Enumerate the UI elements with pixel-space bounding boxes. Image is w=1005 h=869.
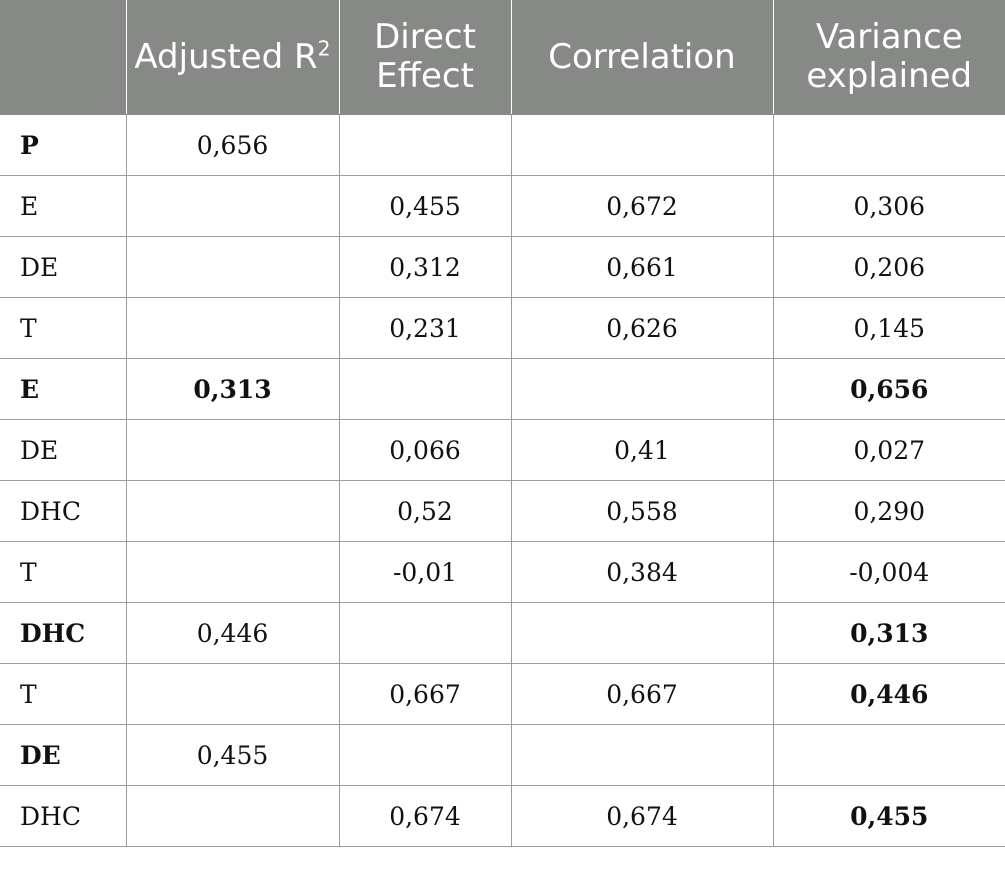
cell-direct-effect bbox=[338, 114, 512, 176]
table-row: DE 0,066 0,41 0,027 bbox=[0, 419, 1005, 481]
header-adjusted-r2: Adjusted R2 bbox=[125, 0, 339, 115]
cell-adjusted-r2 bbox=[125, 785, 340, 847]
cell-direct-effect: 0,312 bbox=[338, 236, 512, 298]
row-label: DE bbox=[0, 419, 127, 481]
row-label: DHC bbox=[0, 785, 127, 847]
table-row: DE 0,455 bbox=[0, 724, 1005, 786]
cell-variance-explained: 0,446 bbox=[772, 663, 1005, 725]
cell-adjusted-r2: 0,455 bbox=[125, 724, 340, 786]
cell-variance-explained: 0,145 bbox=[772, 297, 1005, 359]
header-variance-line2: explained bbox=[806, 56, 973, 96]
cell-variance-explained bbox=[772, 114, 1005, 176]
table-row: E 0,455 0,672 0,306 bbox=[0, 175, 1005, 237]
header-adjusted-r2-label: Adjusted R bbox=[134, 36, 318, 77]
cell-correlation bbox=[510, 114, 774, 176]
cell-direct-effect: 0,667 bbox=[338, 663, 512, 725]
cell-correlation: 0,41 bbox=[510, 419, 774, 481]
cell-correlation: 0,672 bbox=[510, 175, 774, 237]
cell-adjusted-r2 bbox=[125, 236, 340, 298]
row-label: DE bbox=[0, 236, 127, 298]
regression-table: Adjusted R2 Direct Effect Correlation Var… bbox=[0, 0, 1005, 847]
cell-variance-explained bbox=[772, 724, 1005, 786]
row-label: DE bbox=[0, 724, 127, 786]
cell-correlation: 0,626 bbox=[510, 297, 774, 359]
table-header: Adjusted R2 Direct Effect Correlation Var… bbox=[0, 0, 1005, 115]
cell-variance-explained: -0,004 bbox=[772, 541, 1005, 603]
table-body: P 0,656 E 0,455 0,672 0,306 DE 0,312 0,6… bbox=[0, 114, 1005, 847]
cell-correlation: 0,558 bbox=[510, 480, 774, 542]
cell-variance-explained: 0,290 bbox=[772, 480, 1005, 542]
row-label: E bbox=[0, 358, 127, 420]
row-label: P bbox=[0, 114, 127, 176]
row-label: T bbox=[0, 541, 127, 603]
cell-direct-effect bbox=[338, 724, 512, 786]
cell-direct-effect: 0,455 bbox=[338, 175, 512, 237]
cell-adjusted-r2 bbox=[125, 480, 340, 542]
header-variance-explained: Variance explained bbox=[772, 0, 1005, 115]
cell-correlation: 0,667 bbox=[510, 663, 774, 725]
table-row: T 0,667 0,667 0,446 bbox=[0, 663, 1005, 725]
table-row: DHC 0,446 0,313 bbox=[0, 602, 1005, 664]
cell-adjusted-r2 bbox=[125, 541, 340, 603]
header-adjusted-r2-superscript: 2 bbox=[317, 36, 331, 61]
table-row: T 0,231 0,626 0,145 bbox=[0, 297, 1005, 359]
cell-direct-effect: 0,52 bbox=[338, 480, 512, 542]
header-row: Adjusted R2 Direct Effect Correlation Var… bbox=[0, 0, 1005, 115]
header-correlation: Correlation bbox=[510, 0, 773, 115]
cell-variance-explained: 0,313 bbox=[772, 602, 1005, 664]
cell-variance-explained: 0,306 bbox=[772, 175, 1005, 237]
table-row: DE 0,312 0,661 0,206 bbox=[0, 236, 1005, 298]
cell-correlation: 0,384 bbox=[510, 541, 774, 603]
header-blank bbox=[0, 0, 126, 115]
cell-adjusted-r2: 0,446 bbox=[125, 602, 340, 664]
table-row: E 0,313 0,656 bbox=[0, 358, 1005, 420]
cell-direct-effect: -0,01 bbox=[338, 541, 512, 603]
cell-direct-effect: 0,674 bbox=[338, 785, 512, 847]
cell-adjusted-r2 bbox=[125, 297, 340, 359]
cell-correlation bbox=[510, 602, 774, 664]
cell-variance-explained: 0,206 bbox=[772, 236, 1005, 298]
cell-variance-explained: 0,027 bbox=[772, 419, 1005, 481]
cell-correlation: 0,674 bbox=[510, 785, 774, 847]
header-direct-effect-line1: Direct bbox=[374, 17, 476, 57]
table-row: DHC 0,52 0,558 0,290 bbox=[0, 480, 1005, 542]
cell-correlation: 0,661 bbox=[510, 236, 774, 298]
row-label: DHC bbox=[0, 602, 127, 664]
cell-correlation bbox=[510, 358, 774, 420]
cell-adjusted-r2 bbox=[125, 663, 340, 725]
table-row: P 0,656 bbox=[0, 114, 1005, 176]
cell-direct-effect bbox=[338, 358, 512, 420]
row-label: DHC bbox=[0, 480, 127, 542]
table-row: DHC 0,674 0,674 0,455 bbox=[0, 785, 1005, 847]
header-direct-effect: Direct Effect bbox=[338, 0, 511, 115]
cell-variance-explained: 0,656 bbox=[772, 358, 1005, 420]
cell-adjusted-r2: 0,656 bbox=[125, 114, 340, 176]
cell-direct-effect bbox=[338, 602, 512, 664]
table-row: T -0,01 0,384 -0,004 bbox=[0, 541, 1005, 603]
cell-direct-effect: 0,231 bbox=[338, 297, 512, 359]
header-variance-line1: Variance bbox=[815, 17, 963, 57]
row-label: E bbox=[0, 175, 127, 237]
row-label: T bbox=[0, 297, 127, 359]
cell-correlation bbox=[510, 724, 774, 786]
cell-adjusted-r2 bbox=[125, 175, 340, 237]
cell-variance-explained: 0,455 bbox=[772, 785, 1005, 847]
header-direct-effect-line2: Effect bbox=[376, 56, 474, 96]
cell-direct-effect: 0,066 bbox=[338, 419, 512, 481]
row-label: T bbox=[0, 663, 127, 725]
cell-adjusted-r2 bbox=[125, 419, 340, 481]
cell-adjusted-r2: 0,313 bbox=[125, 358, 340, 420]
